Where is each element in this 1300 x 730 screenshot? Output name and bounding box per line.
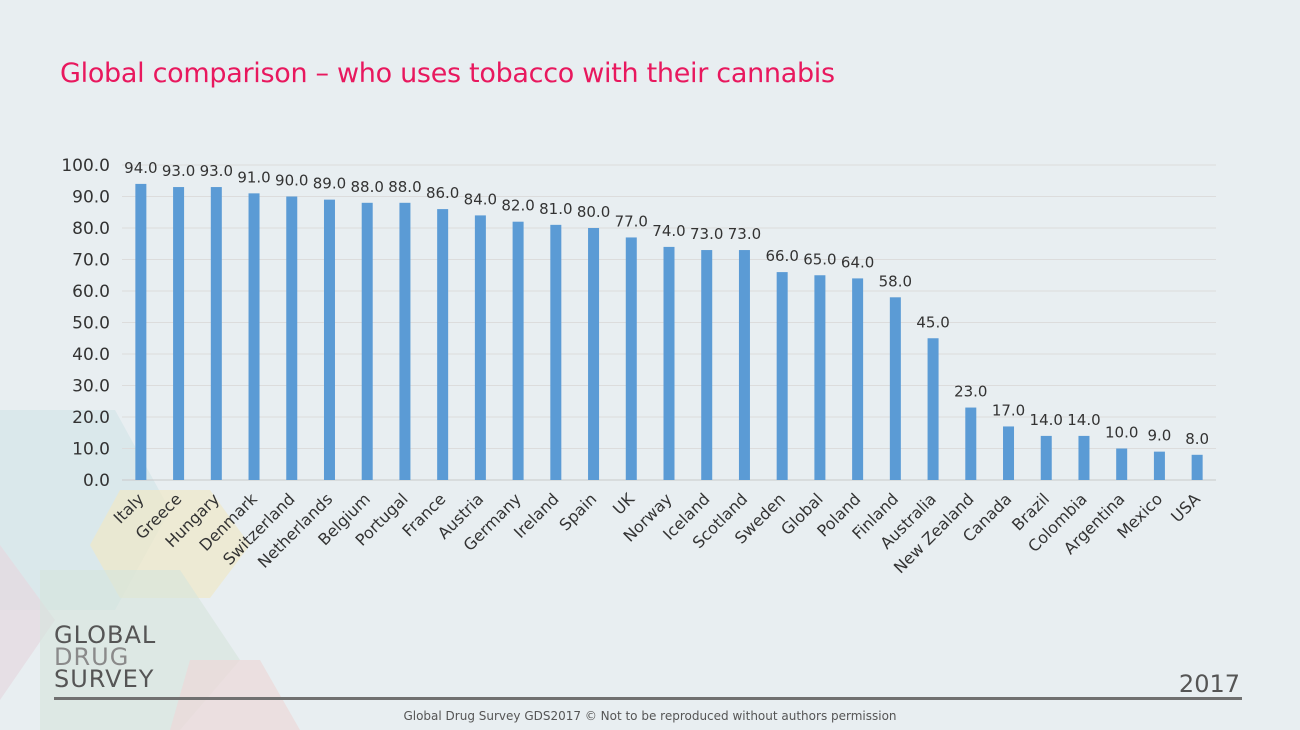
y-tick-label: 40.0	[72, 345, 110, 365]
logo-line-3: SURVEY	[54, 665, 155, 693]
data-label: 10.0	[1105, 424, 1138, 442]
logo-line-2: DRUG	[54, 643, 130, 671]
bar	[701, 250, 713, 480]
bar	[286, 196, 298, 480]
bar	[399, 202, 411, 481]
bar	[512, 221, 524, 480]
data-label: 66.0	[765, 247, 798, 265]
y-tick-label: 60.0	[72, 282, 110, 302]
data-label: 73.0	[728, 225, 761, 243]
data-label: 64.0	[841, 253, 874, 271]
y-tick-label: 100.0	[61, 156, 110, 176]
bar	[1003, 426, 1015, 480]
bar	[663, 246, 675, 480]
bar	[738, 250, 750, 480]
y-tick-label: 90.0	[72, 188, 110, 208]
data-label: 58.0	[879, 272, 912, 290]
bar	[889, 297, 901, 480]
bar	[135, 183, 147, 480]
data-label: 81.0	[539, 200, 572, 218]
bar	[927, 338, 939, 480]
data-label: 84.0	[464, 190, 497, 208]
footer-divider	[54, 697, 1242, 700]
data-label: 74.0	[652, 222, 685, 240]
data-label: 8.0	[1185, 430, 1209, 448]
bar	[173, 187, 185, 481]
data-label: 86.0	[426, 184, 459, 202]
bar	[1153, 451, 1165, 480]
data-label: 14.0	[1030, 411, 1063, 429]
bar	[323, 199, 335, 480]
data-label: 23.0	[954, 383, 987, 401]
bar	[210, 187, 222, 481]
y-tick-label: 80.0	[72, 219, 110, 239]
bar	[361, 202, 373, 481]
data-label: 80.0	[577, 203, 610, 221]
data-label: 73.0	[690, 225, 723, 243]
data-label: 45.0	[916, 313, 949, 331]
category-label: UK	[609, 489, 638, 518]
data-label: 9.0	[1147, 427, 1171, 445]
bar	[852, 278, 864, 480]
bar	[550, 224, 562, 480]
copyright-footer: Global Drug Survey GDS2017 © Not to be r…	[403, 709, 897, 723]
bar	[1116, 448, 1128, 480]
bar	[588, 228, 600, 480]
data-label: 93.0	[200, 162, 233, 180]
data-label: 93.0	[162, 162, 195, 180]
bar	[814, 275, 826, 480]
bar	[1191, 454, 1203, 480]
bar	[1078, 435, 1090, 480]
data-label: 77.0	[615, 212, 648, 230]
data-label: 89.0	[313, 175, 346, 193]
category-label: USA	[1167, 489, 1204, 526]
bar	[776, 272, 788, 480]
bar-chart: 0.0 10.0 20.0 30.0 40.0 50.0 60.0 70.0 80.0 90.0 1…	[61, 156, 1216, 577]
bar	[625, 237, 637, 480]
bar	[1040, 435, 1052, 480]
y-tick-label: 30.0	[72, 377, 110, 397]
data-label: 88.0	[351, 178, 384, 196]
data-label: 65.0	[803, 250, 836, 268]
category-label: Spain	[555, 489, 600, 534]
y-tick-label: 20.0	[72, 408, 110, 428]
y-tick-label: 50.0	[72, 314, 110, 334]
y-tick-label: 0.0	[83, 471, 110, 491]
bar	[437, 209, 449, 480]
logo-line-1: GLOBAL	[54, 621, 157, 649]
y-tick-label: 10.0	[72, 440, 110, 460]
data-label: 88.0	[388, 178, 421, 196]
data-label: 90.0	[275, 172, 308, 190]
data-label: 17.0	[992, 401, 1025, 419]
data-label: 91.0	[237, 168, 270, 186]
data-label: 82.0	[501, 197, 534, 215]
slide-title: Global comparison – who uses tobacco wit…	[60, 58, 835, 89]
survey-year: 2017	[1178, 670, 1240, 698]
bar	[248, 193, 260, 480]
bar	[474, 215, 486, 480]
data-label: 14.0	[1067, 411, 1100, 429]
y-tick-label: 70.0	[72, 251, 110, 271]
global-drug-survey-logo: GLOBAL DRUG SURVEY	[54, 621, 157, 693]
data-label: 94.0	[124, 159, 157, 177]
bar	[965, 407, 977, 480]
